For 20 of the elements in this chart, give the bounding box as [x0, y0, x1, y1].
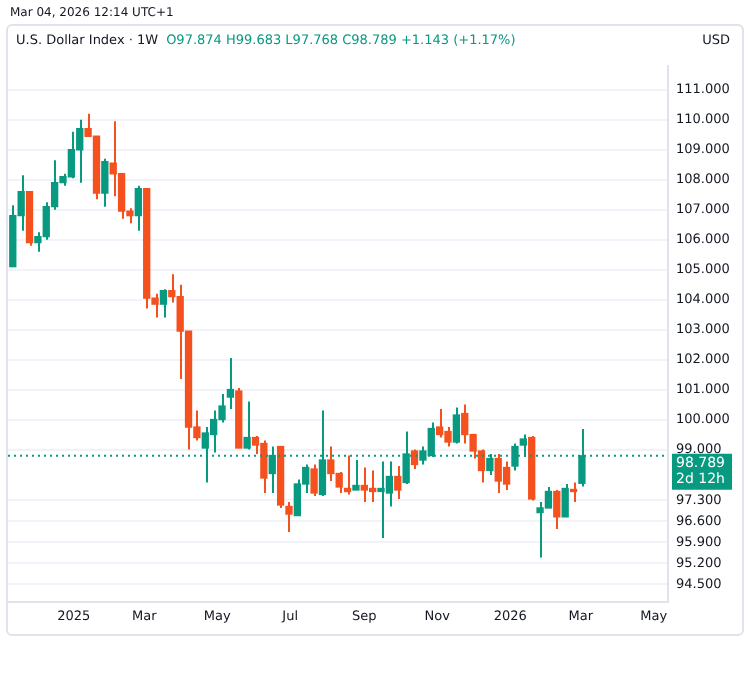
candlestick — [310, 463, 318, 497]
candlestick — [327, 445, 335, 482]
candlestick — [553, 488, 561, 530]
candlestick — [159, 288, 168, 319]
candlestick — [461, 403, 469, 445]
candlestick — [243, 400, 251, 451]
candlestick — [260, 439, 268, 494]
candlestick — [360, 466, 368, 503]
candlestick — [134, 184, 142, 232]
candlestick — [101, 157, 109, 208]
candlestick — [285, 500, 293, 533]
candlestick — [394, 465, 402, 500]
candlestick — [435, 408, 444, 439]
candlestick — [377, 460, 385, 539]
candlestick — [452, 406, 461, 445]
candlestick — [76, 118, 84, 184]
candlestick — [502, 460, 511, 491]
candlestick — [494, 453, 502, 494]
candlestick — [67, 130, 76, 180]
candlestick — [561, 482, 569, 518]
